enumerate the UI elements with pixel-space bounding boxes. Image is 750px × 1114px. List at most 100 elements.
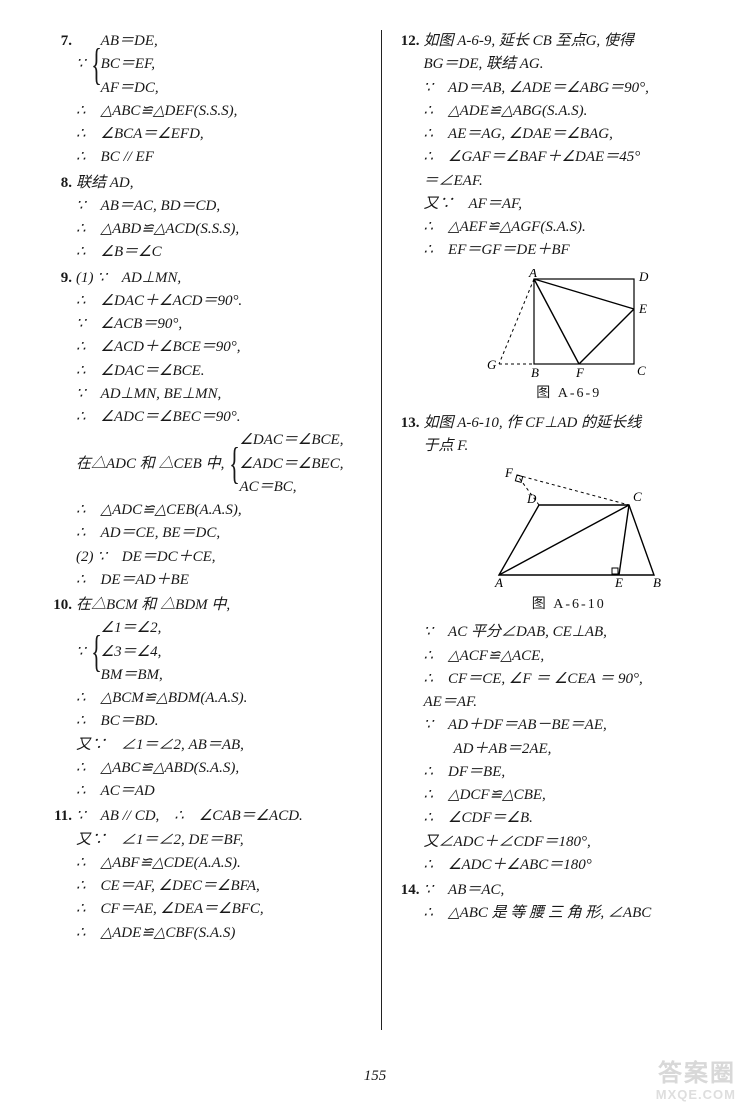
proof-line: ∴ CF＝CE, ∠F ＝ ∠CEA ＝ 90°, (424, 668, 715, 691)
problem-10: 10. 在△BCM 和 △BDM 中, ∵ { ∠1＝∠2, ∠3＝∠4, BM… (48, 594, 367, 803)
vertex-label: C (637, 363, 646, 378)
figure-a-6-10: A B C D E F (424, 465, 715, 590)
proof-line: ∴ △BCM≌△BDM(A.A.S). (76, 687, 367, 710)
proof-line: 又∵ ∠1＝∠2, DE＝BF, (76, 829, 367, 852)
proof-line: 又∠ADC＋∠CDF＝180°, (424, 831, 715, 854)
vertex-label: F (504, 465, 514, 480)
problem-number: 10. (48, 594, 76, 803)
problem-number: 8. (48, 172, 76, 265)
brace-line: AB＝DE, (101, 30, 159, 53)
proof-line: ∵ AD＝AB, ∠ADE＝∠ABG＝90°, (424, 77, 715, 100)
brace-icon: { (91, 630, 102, 674)
proof-line: AE＝AF. (424, 691, 715, 714)
proof-line: ∴ △ACF≌△ACE, (424, 645, 715, 668)
proof-line: AD＋AB＝2AE, (424, 738, 715, 761)
problem-body: 如图 A-6-9, 延长 CB 至点G, 使得 BG＝DE, 联结 AG. ∵ … (424, 30, 715, 410)
geometry-diagram-icon: A B C D E F (469, 465, 669, 590)
proof-line: ∴ △ADC≌△CEB(A.A.S), (76, 499, 367, 522)
brace-line: ∠ADC＝∠BEC, (239, 453, 343, 476)
problem-body: ∵ { AB＝DE, BC＝EF, AF＝DC, ∴ △ABC≌△DEF(S.S… (76, 30, 367, 170)
proof-line: ∴ △ABC≌△ABD(S.A.S), (76, 757, 367, 780)
vertex-label: D (638, 269, 649, 284)
proof-line: (2) ∵ DE＝DC＋CE, (76, 546, 367, 569)
brace-line: AC＝BC, (239, 476, 343, 499)
proof-line: ∴ △ABC 是 等 腰 三 角 形, ∠ABC (424, 902, 715, 925)
problem-body: (1) ∵ AD⊥MN, ∴ ∠DAC＋∠ACD＝90°. ∵ ∠ACB＝90°… (76, 267, 367, 593)
proof-line: ∴ △ABC≌△DEF(S.S.S), (76, 100, 367, 123)
proof-line: ∵ AB＝AC, (424, 879, 715, 902)
proof-line: 在△BCM 和 △BDM 中, (76, 594, 367, 617)
proof-line: ∴ AD＝CE, BE＝DC, (76, 522, 367, 545)
problem-number: 11. (48, 805, 76, 945)
proof-line: ∵ AB＝AC, BD＝CD, (76, 195, 367, 218)
proof-line: ∴ CE＝AF, ∠DEC＝∠BFA, (76, 875, 367, 898)
proof-line: ＝∠EAF. (424, 170, 715, 193)
proof-line: ∴ △ADE≌△ABG(S.A.S). (424, 100, 715, 123)
proof-line: ∵ AB // CD, ∴ ∠CAB＝∠ACD. (76, 805, 367, 828)
watermark-line2: MXQE.COM (656, 1088, 736, 1102)
proof-line: 联结 AD, (76, 172, 367, 195)
page-columns: 7. ∵ { AB＝DE, BC＝EF, AF＝DC, ∴ △ABC≌△DEF(… (0, 0, 750, 1050)
problem-number: 13. (396, 412, 424, 877)
column-divider (381, 30, 382, 1030)
problem-number: 14. (396, 879, 424, 926)
proof-line: ∴ CF＝AE, ∠DEA＝∠BFC, (76, 898, 367, 921)
proof-line: ∵ AC 平分∠DAB, CE⊥AB, (424, 621, 715, 644)
problem-12: 12. 如图 A-6-9, 延长 CB 至点G, 使得 BG＝DE, 联结 AG… (396, 30, 715, 410)
vertex-label: C (633, 489, 642, 504)
geometry-diagram-icon: A D E C F B G (479, 269, 659, 379)
figure-caption: 图 A-6-10 (424, 594, 715, 616)
vertex-label: G (487, 357, 497, 372)
vertex-label: F (575, 365, 585, 379)
proof-line: ∴ ∠GAF＝∠BAF＋∠DAE＝45° (424, 146, 715, 169)
watermark: 答案圈 MXQE.COM (656, 1061, 736, 1102)
left-column: 7. ∵ { AB＝DE, BC＝EF, AF＝DC, ∴ △ABC≌△DEF(… (40, 30, 375, 1030)
proof-line: 如图 A-6-10, 作 CF⊥AD 的延长线 (424, 412, 715, 435)
proof-line: ∴ ∠DAC＝∠BCE. (76, 360, 367, 383)
brace-line: BC＝EF, (101, 53, 159, 76)
proof-line: ∴ △ADE≌△CBF(S.A.S) (76, 922, 367, 945)
proof-line: ∵ AD⊥MN, BE⊥MN, (76, 383, 367, 406)
brace-line: ∠1＝∠2, (101, 617, 163, 640)
brace-line: ∠3＝∠4, (101, 641, 163, 664)
proof-line: 如图 A-6-9, 延长 CB 至点G, 使得 (424, 30, 715, 53)
problem-body: ∵ AB // CD, ∴ ∠CAB＝∠ACD. 又∵ ∠1＝∠2, DE＝BF… (76, 805, 367, 945)
vertex-label: D (526, 491, 537, 506)
proof-line: ∴ △ABD≌△ACD(S.S.S), (76, 218, 367, 241)
proof-line: (1) ∵ AD⊥MN, (76, 267, 367, 290)
proof-line: ∴ AC＝AD (76, 780, 367, 803)
proof-line: BG＝DE, 联结 AG. (424, 53, 715, 76)
brace-line: ∠DAC＝∠BCE, (239, 429, 343, 452)
proof-line: ∴ △DCF≌△CBE, (424, 784, 715, 807)
proof-line: ∴ DE＝AD＋BE (76, 569, 367, 592)
proof-line: ∵ ∠ACB＝90°, (76, 313, 367, 336)
proof-line: ∴ △AEF≌△AGF(S.A.S). (424, 216, 715, 239)
problem-14: 14. ∵ AB＝AC, ∴ △ABC 是 等 腰 三 角 形, ∠ABC (396, 879, 715, 926)
brace-line: BM＝BM, (101, 664, 163, 687)
proof-line: ∴ ∠B＝∠C (76, 241, 367, 264)
because-symbol: ∵ (76, 53, 86, 76)
problem-11: 11. ∵ AB // CD, ∴ ∠CAB＝∠ACD. 又∵ ∠1＝∠2, D… (48, 805, 367, 945)
proof-line: ∴ ∠ADC＝∠BEC＝90°. (76, 406, 367, 429)
proof-line: 又∵ AF＝AF, (424, 193, 715, 216)
problem-8: 8. 联结 AD, ∵ AB＝AC, BD＝CD, ∴ △ABD≌△ACD(S.… (48, 172, 367, 265)
problem-7: 7. ∵ { AB＝DE, BC＝EF, AF＝DC, ∴ △ABC≌△DEF(… (48, 30, 367, 170)
vertex-label: E (614, 575, 623, 590)
vertex-label: B (653, 575, 661, 590)
figure-caption: 图 A-6-9 (424, 383, 715, 405)
right-column: 12. 如图 A-6-9, 延长 CB 至点G, 使得 BG＝DE, 联结 AG… (388, 30, 723, 1030)
proof-line: ∴ ∠ADC＋∠ABC＝180° (424, 854, 715, 877)
proof-line: ∴ BC // EF (76, 146, 367, 169)
brace-icon: { (91, 43, 102, 87)
brace-icon: { (230, 442, 241, 486)
problem-body: 在△BCM 和 △BDM 中, ∵ { ∠1＝∠2, ∠3＝∠4, BM＝BM,… (76, 594, 367, 803)
problem-number: 9. (48, 267, 76, 593)
watermark-line1: 答案圈 (656, 1061, 736, 1087)
problem-9: 9. (1) ∵ AD⊥MN, ∴ ∠DAC＋∠ACD＝90°. ∵ ∠ACB＝… (48, 267, 367, 593)
proof-line: ∴ AE＝AG, ∠DAE＝∠BAG, (424, 123, 715, 146)
problem-body: ∵ AB＝AC, ∴ △ABC 是 等 腰 三 角 形, ∠ABC (424, 879, 715, 926)
vertex-label: B (531, 365, 539, 379)
problem-body: 如图 A-6-10, 作 CF⊥AD 的延长线 于点 F. A B C (424, 412, 715, 877)
problem-body: 联结 AD, ∵ AB＝AC, BD＝CD, ∴ △ABD≌△ACD(S.S.S… (76, 172, 367, 265)
problem-13: 13. 如图 A-6-10, 作 CF⊥AD 的延长线 于点 F. A B (396, 412, 715, 877)
